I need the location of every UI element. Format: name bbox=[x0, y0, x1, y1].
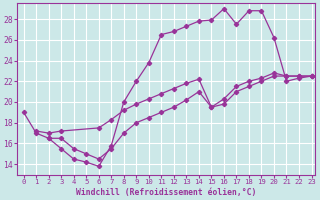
X-axis label: Windchill (Refroidissement éolien,°C): Windchill (Refroidissement éolien,°C) bbox=[76, 188, 257, 197]
